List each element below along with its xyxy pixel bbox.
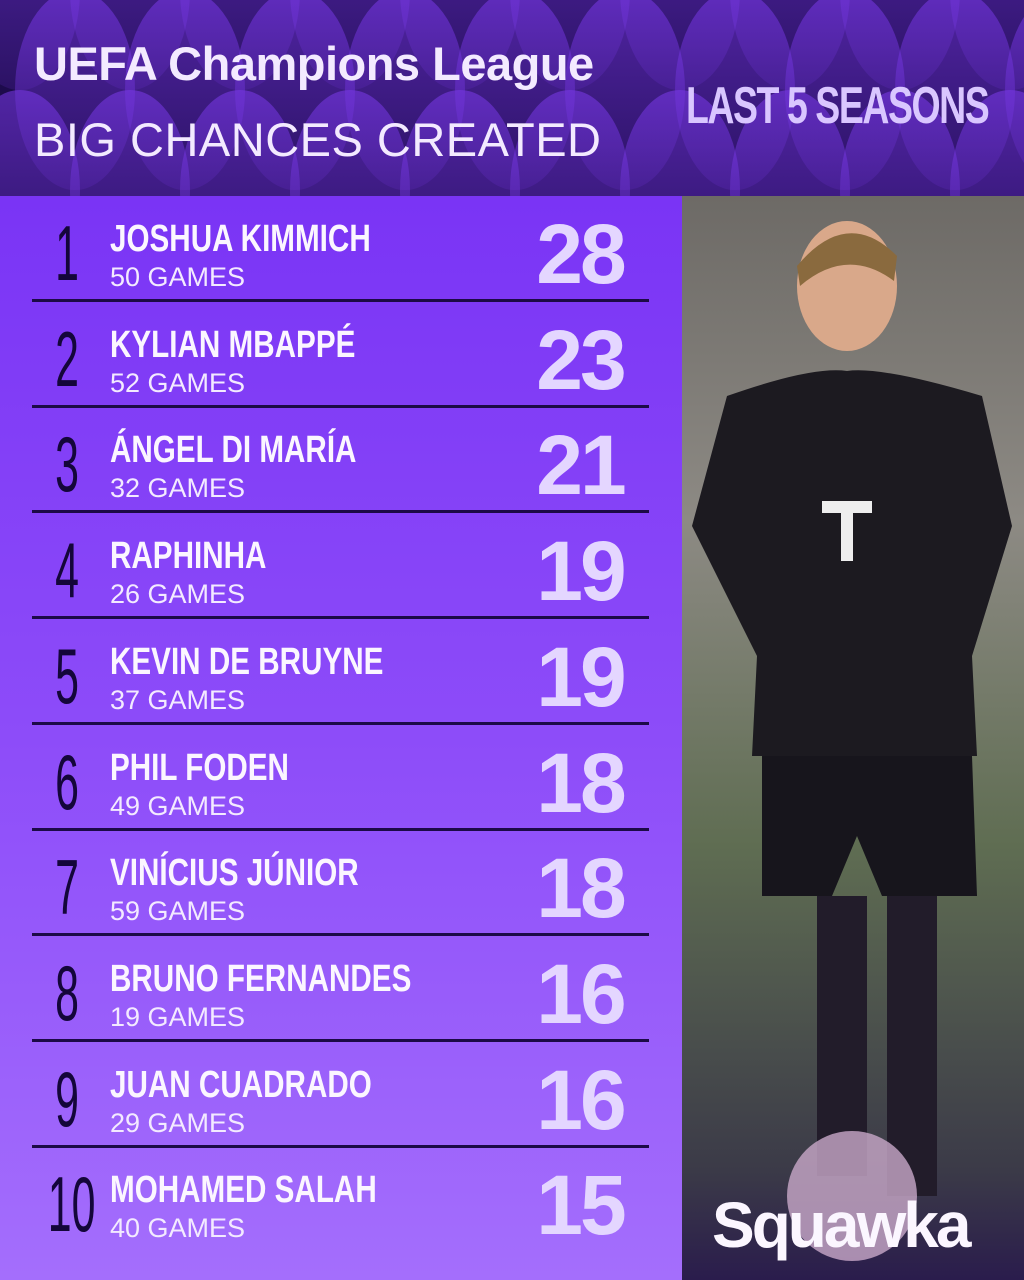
ranking-table: 1 JOSHUA KIMMICH 50 GAMES 28 2 KYLIAN MB…	[0, 196, 682, 1280]
table-row: 7 VINÍCIUS JÚNIOR 59 GAMES 18	[0, 830, 682, 937]
big-chances-value: 18	[536, 735, 626, 830]
table-row: 10 MOHAMED SALAH 40 GAMES 15	[0, 1147, 682, 1253]
big-chances-value: 23	[536, 312, 626, 407]
table-row: 9 JUAN CUADRADO 29 GAMES 16	[0, 1042, 682, 1148]
row-divider	[32, 616, 649, 620]
title: UEFA Champions League	[34, 37, 594, 90]
rank: 8	[55, 948, 79, 1037]
period-label: LAST 5 SEASONS	[686, 77, 990, 135]
player-name: PHIL FODEN	[110, 746, 289, 789]
big-chances-value: 28	[536, 207, 626, 301]
big-chances-value: 21	[536, 418, 626, 513]
header: UEFA Champions League BIG CHANCES CREATE…	[0, 0, 1024, 196]
rank: 5	[55, 631, 79, 720]
table-row: 8 BRUNO FERNANDES 19 GAMES 16	[0, 936, 682, 1042]
player-name: RAPHINHA	[110, 535, 267, 578]
table-row: 5 KEVIN DE BRUYNE 37 GAMES 19	[0, 619, 682, 725]
games-played: 37 GAMES	[110, 684, 246, 715]
player-name: JOSHUA KIMMICH	[110, 218, 371, 260]
subtitle: BIG CHANCES CREATED	[34, 113, 602, 166]
rank: 10	[47, 1160, 96, 1249]
player-photo	[682, 196, 1024, 1280]
player-name: BRUNO FERNANDES	[110, 957, 412, 1000]
games-played: 59 GAMES	[110, 896, 246, 927]
table-row: 2 KYLIAN MBAPPÉ 52 GAMES 23	[0, 302, 682, 408]
player-name: JUAN CUADRADO	[110, 1063, 372, 1106]
row-divider	[32, 1144, 649, 1148]
player-name: ÁNGEL DI MARÍA	[110, 429, 357, 472]
rank: 6	[55, 737, 79, 826]
big-chances-value: 19	[536, 524, 626, 619]
row-divider	[32, 1038, 649, 1042]
rank: 1	[55, 209, 79, 297]
row-divider	[32, 933, 649, 937]
games-played: 49 GAMES	[110, 790, 246, 821]
big-chances-value: 16	[536, 1052, 626, 1147]
big-chances-value: 16	[536, 946, 626, 1041]
big-chances-value: 15	[536, 1158, 626, 1253]
big-chances-value: 19	[536, 629, 626, 724]
games-played: 19 GAMES	[110, 1001, 246, 1032]
table-row: 1 JOSHUA KIMMICH 50 GAMES 28	[0, 196, 682, 302]
row-divider	[32, 510, 649, 514]
rank: 4	[55, 526, 79, 615]
player-name: MOHAMED SALAH	[110, 1169, 377, 1212]
rank: 3	[55, 420, 79, 509]
games-played: 40 GAMES	[110, 1213, 246, 1244]
player-image	[692, 221, 1012, 1261]
player-name: KEVIN DE BRUYNE	[110, 640, 384, 683]
player-name: KYLIAN MBAPPÉ	[110, 323, 356, 366]
games-played: 32 GAMES	[110, 473, 246, 504]
row-divider	[32, 299, 649, 302]
games-played: 29 GAMES	[110, 1107, 246, 1138]
table-row: 4 RAPHINHA 26 GAMES 19	[0, 513, 682, 620]
row-divider	[32, 827, 649, 831]
row-divider	[32, 404, 649, 408]
player-name: VINÍCIUS JÚNIOR	[110, 852, 359, 895]
table-row: 6 PHIL FODEN 49 GAMES 18	[0, 725, 682, 831]
games-played: 26 GAMES	[110, 579, 246, 610]
squawka-logo: Squawka	[712, 1189, 971, 1261]
rank: 2	[55, 314, 79, 403]
big-chances-value: 18	[536, 841, 626, 936]
rank: 7	[55, 843, 79, 932]
games-played: 50 GAMES	[110, 262, 246, 292]
row-divider	[32, 721, 649, 725]
rank: 9	[55, 1054, 79, 1143]
games-played: 52 GAMES	[110, 367, 246, 398]
table-row: 3 ÁNGEL DI MARÍA 32 GAMES 21	[0, 407, 682, 514]
